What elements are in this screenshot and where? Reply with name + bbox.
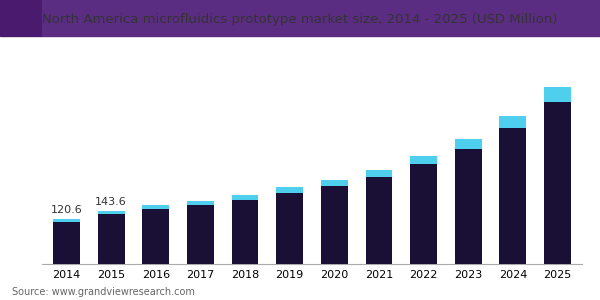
Bar	[544, 102, 571, 264]
Text: North America microfluidics prototype market size, 2014 - 2025 (USD Million): North America microfluidics prototype ma…	[43, 14, 557, 26]
Bar	[455, 139, 482, 149]
Bar	[321, 186, 348, 264]
Bar	[53, 222, 80, 264]
Text: 143.6: 143.6	[95, 197, 127, 207]
Bar	[142, 205, 169, 209]
Bar	[455, 149, 482, 264]
Bar	[187, 201, 214, 205]
Bar	[187, 205, 214, 264]
Bar	[98, 214, 125, 264]
Bar	[365, 177, 392, 264]
Bar	[499, 116, 526, 128]
Bar	[0, 0, 42, 36]
Bar	[499, 128, 526, 264]
Bar	[544, 87, 571, 102]
Bar	[276, 193, 303, 264]
Bar	[232, 200, 259, 264]
Bar	[410, 156, 437, 164]
Text: 120.6: 120.6	[50, 206, 82, 215]
Bar	[98, 211, 125, 214]
Bar	[142, 209, 169, 264]
Bar	[276, 188, 303, 193]
Bar	[365, 170, 392, 177]
Text: Source: www.grandviewresearch.com: Source: www.grandviewresearch.com	[12, 287, 195, 297]
Bar	[53, 219, 80, 222]
Bar	[232, 195, 259, 200]
Bar	[410, 164, 437, 264]
Bar	[321, 180, 348, 186]
